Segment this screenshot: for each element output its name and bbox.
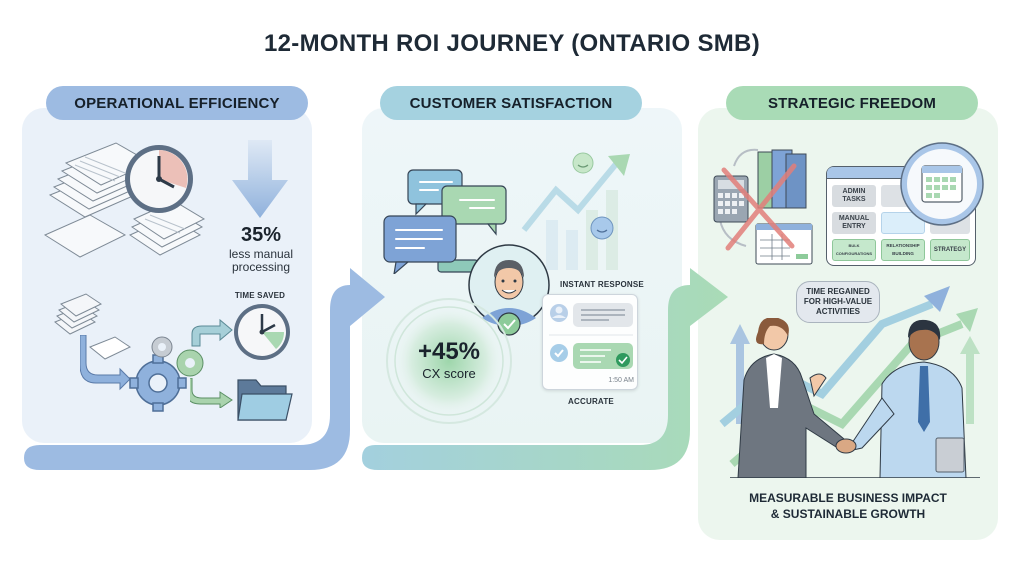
document-stack-icon [43,142,206,258]
arrow-to-clock-icon [191,318,233,347]
accurate-label: ACCURATE [568,397,614,406]
gears-icon [80,335,204,412]
crossed-out-icon [721,163,797,251]
calendar-clock-icon [900,142,984,226]
calendar-cell-strategy: STRATEGY [930,239,970,261]
chat-messages-icon [549,303,633,369]
time-saved-label: TIME SAVED [234,291,286,300]
stage-heading-customer-satisfaction: CUSTOMER SATISFACTION [380,86,642,120]
page-title: 12-MONTH ROI JOURNEY (ONTARIO SMB) [263,30,760,57]
time-saved-clock-icon [234,304,290,360]
growth-chart-icon [521,152,630,270]
folder-icon [237,379,293,421]
cx-stat-label: CX score [422,366,476,381]
efficiency-stat-line1: less manual [228,247,294,261]
crossed-out-admin-tools-icon [713,148,813,265]
stage-heading-strategic-freedom: STRATEGIC FREEDOM [726,86,978,120]
efficiency-stat-value: 35% [240,224,282,246]
calendar-cell-relationship-building: RELATIONSHIP BUILDING [881,239,925,261]
time-regained-speech-bubble: TIME REGAINED FOR HIGH-VALUE ACTIVITIES [796,281,880,323]
calculator-icon [713,175,749,223]
small-document-stack-icon [54,293,132,360]
efficiency-stat-line2: processing [231,260,291,274]
calendar-cell-empty [881,212,925,234]
stage-heading-operational-efficiency: OPERATIONAL EFFICIENCY [46,86,308,120]
chat-bubbles-icon [383,169,507,274]
down-arrow-icon [232,140,288,218]
calendar-cell-manual-entry: MANUAL ENTRY [832,212,876,234]
calendar-cell-admin-tasks: ADMIN TASKS [832,185,876,207]
handshake-icon [730,318,980,478]
spreadsheet-icon [755,223,813,265]
impact-line1: MEASURABLE BUSINESS IMPACT [749,491,947,505]
cx-stat-value: +45% [417,338,481,365]
impact-line2: & SUSTAINABLE GROWTH [770,507,926,521]
chat-response-card [542,294,638,390]
instant-response-label: INSTANT RESPONSE [560,280,644,289]
chat-timestamp: 1:50 AM [608,377,634,384]
arrow-to-folder-icon [190,378,233,408]
calendar-cell-bulk-configurations: BULK CONFIGURATIONS [832,239,876,261]
cx-score-glow [386,298,512,424]
clock-icon [125,145,193,213]
